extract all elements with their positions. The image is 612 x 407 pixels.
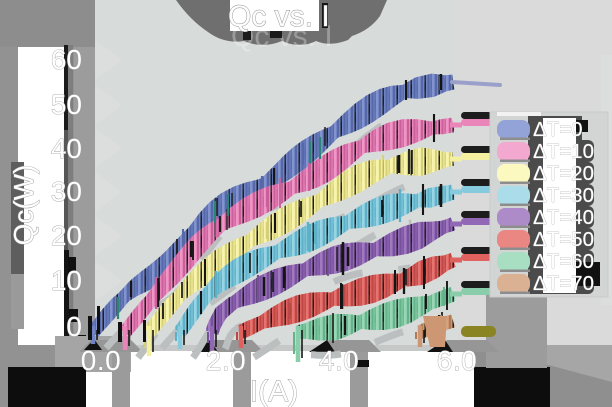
svg-text:0: 0	[66, 311, 82, 342]
svg-text:Qc vs. I: Qc vs. I	[228, 0, 330, 33]
svg-text:ΔT=10: ΔT=10	[533, 140, 594, 163]
svg-text:40: 40	[51, 133, 82, 164]
svg-text:10: 10	[51, 265, 82, 296]
svg-text:ΔT=70: ΔT=70	[533, 272, 594, 295]
svg-text:2.0: 2.0	[206, 345, 246, 376]
svg-text:20: 20	[51, 220, 82, 251]
svg-text:30: 30	[51, 176, 82, 207]
svg-text:Qc(W): Qc(W)	[8, 165, 39, 246]
svg-text:I(A): I(A)	[250, 375, 298, 407]
svg-text:4.0: 4.0	[319, 345, 359, 376]
svg-text:ΔT=20: ΔT=20	[533, 162, 594, 185]
svg-text:ΔT=50: ΔT=50	[533, 228, 594, 251]
svg-text:ΔT=40: ΔT=40	[533, 206, 594, 229]
svg-text:0.0: 0.0	[81, 345, 121, 376]
svg-text:50: 50	[51, 89, 82, 120]
svg-text:6.0: 6.0	[437, 345, 477, 376]
svg-text:ΔT=30: ΔT=30	[533, 184, 594, 207]
svg-text:ΔT=0: ΔT=0	[533, 118, 583, 141]
svg-text:60: 60	[51, 44, 82, 75]
svg-text:ΔT=60: ΔT=60	[533, 250, 594, 273]
